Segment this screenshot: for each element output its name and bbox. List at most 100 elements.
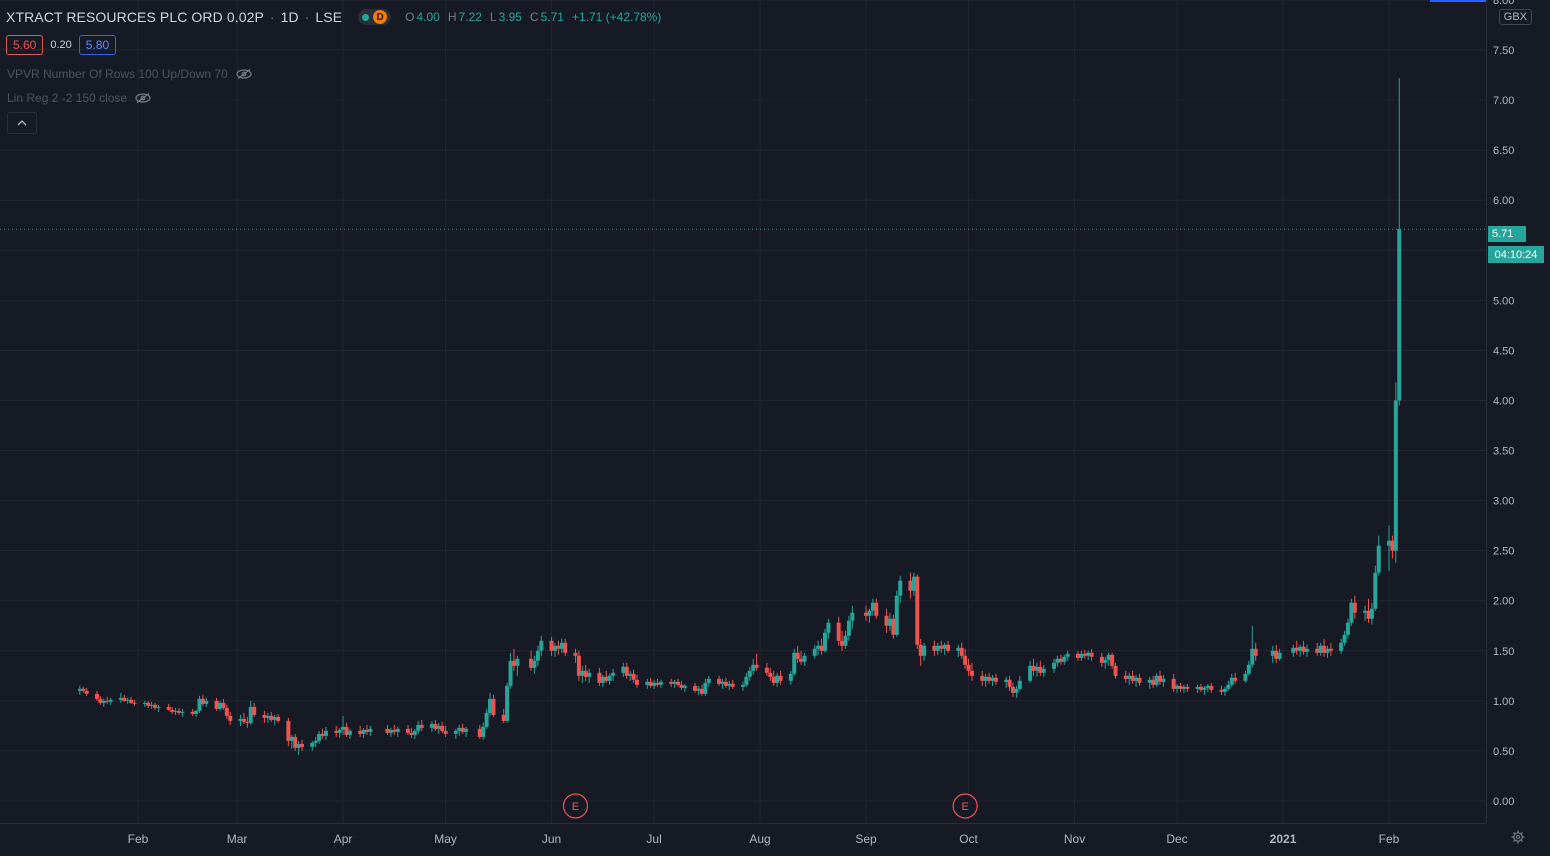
candle-body xyxy=(272,716,277,720)
candle-body xyxy=(956,647,961,651)
candle xyxy=(248,700,253,725)
symbol-title[interactable]: XTRACT RESOURCES PLC ORD 0.02P xyxy=(6,9,264,25)
candle-body xyxy=(559,642,564,649)
candle-body xyxy=(682,685,687,688)
candle xyxy=(409,727,414,738)
price-tick-label: 6.50 xyxy=(1493,145,1514,157)
price-axis[interactable]: 0.00 0.50 1.00 1.50 2.00 2.50 3.00 3.50 4.00 4.50… xyxy=(1486,0,1550,823)
candle-body xyxy=(843,635,848,646)
candle-body xyxy=(679,684,684,688)
candle xyxy=(942,642,947,655)
candle xyxy=(703,678,708,696)
candle-body xyxy=(587,672,592,677)
candle-body xyxy=(1147,679,1152,683)
price-tick-label: 6.00 xyxy=(1493,195,1514,207)
hidden-eye-icon[interactable] xyxy=(236,69,252,79)
candle xyxy=(963,648,968,669)
hidden-eye-icon[interactable] xyxy=(135,93,151,103)
candle xyxy=(559,638,564,653)
last-price-label: 5.71 xyxy=(1488,226,1526,242)
market-status[interactable]: D xyxy=(358,9,392,25)
candle xyxy=(1222,686,1227,696)
candle-body xyxy=(963,655,968,665)
candle-body xyxy=(939,645,944,649)
candle xyxy=(576,650,581,681)
candle xyxy=(535,645,540,666)
candle-body xyxy=(1130,675,1135,681)
candle xyxy=(840,630,845,651)
ask-price[interactable]: 5.80 xyxy=(78,35,117,55)
candle xyxy=(826,618,831,639)
candle xyxy=(812,644,817,659)
candle xyxy=(1277,648,1282,661)
delayed-data-badge[interactable]: D xyxy=(373,10,388,24)
candle xyxy=(870,598,875,616)
indicator-linreg[interactable]: Lin Reg 2 -2 150 close xyxy=(7,91,151,105)
candle xyxy=(1017,675,1022,691)
candle-body xyxy=(1134,677,1139,681)
candle xyxy=(894,590,899,637)
candle-body xyxy=(1127,675,1132,679)
candle-body xyxy=(573,652,578,656)
candle-body xyxy=(1065,653,1070,657)
candle-body xyxy=(1007,679,1012,687)
candle-body xyxy=(488,698,493,713)
candle-body xyxy=(778,675,783,681)
candle-body xyxy=(1171,678,1176,689)
candle xyxy=(874,598,879,619)
candle xyxy=(1123,670,1128,683)
candle-body xyxy=(1291,647,1296,653)
candle xyxy=(101,698,106,707)
candle xyxy=(81,686,86,693)
candle-body xyxy=(915,576,920,645)
candle-body xyxy=(1110,654,1115,666)
interval-label[interactable]: 1D xyxy=(280,9,299,25)
candle xyxy=(1397,78,1402,406)
candle xyxy=(549,636,554,656)
exchange-label[interactable]: LSE xyxy=(315,9,343,25)
bid-price[interactable]: 5.60 xyxy=(6,35,44,55)
candle-body xyxy=(118,697,123,700)
time-axis[interactable]: Feb Mar Apr May Jun Jul Aug Sep Oct Nov Dec 2021 Feb xyxy=(0,823,1486,856)
candle xyxy=(720,678,725,689)
indicator-vpvr[interactable]: VPVR Number Of Rows 100 Up/Down 70 xyxy=(7,67,252,81)
candle xyxy=(477,724,482,739)
candle-body xyxy=(792,652,797,674)
candle-body xyxy=(341,726,346,730)
candle-body xyxy=(286,720,291,741)
candle-body xyxy=(484,712,489,727)
candle xyxy=(228,711,233,725)
candle-body xyxy=(894,595,899,635)
candle xyxy=(224,704,229,719)
candle-body xyxy=(392,729,397,732)
candle xyxy=(262,710,267,723)
candle-body xyxy=(1028,665,1033,681)
candle-body xyxy=(699,688,704,694)
candle xyxy=(505,682,510,723)
candle-body xyxy=(812,648,817,656)
candle xyxy=(1274,644,1279,663)
candle-body xyxy=(156,706,161,708)
candle-body xyxy=(563,642,568,653)
settings-gear-icon[interactable] xyxy=(1511,830,1525,844)
candle xyxy=(457,724,462,736)
candle-body xyxy=(265,715,270,718)
candle xyxy=(1352,595,1357,619)
candle xyxy=(293,733,298,751)
price-tick-label: 0.50 xyxy=(1493,746,1514,758)
collapse-indicators-button[interactable] xyxy=(7,112,37,134)
candle xyxy=(118,692,123,703)
candle-body xyxy=(717,678,722,684)
candle xyxy=(624,662,629,679)
candle-body xyxy=(364,729,369,732)
top-accent-line xyxy=(1430,0,1486,2)
candle-body xyxy=(173,710,178,712)
candle-body xyxy=(1277,652,1282,659)
currency-label[interactable]: GBX xyxy=(1498,9,1532,25)
open-value: 4.00 xyxy=(416,10,440,24)
candle xyxy=(911,572,916,596)
candle-body xyxy=(628,673,633,676)
candle-body xyxy=(344,726,349,735)
